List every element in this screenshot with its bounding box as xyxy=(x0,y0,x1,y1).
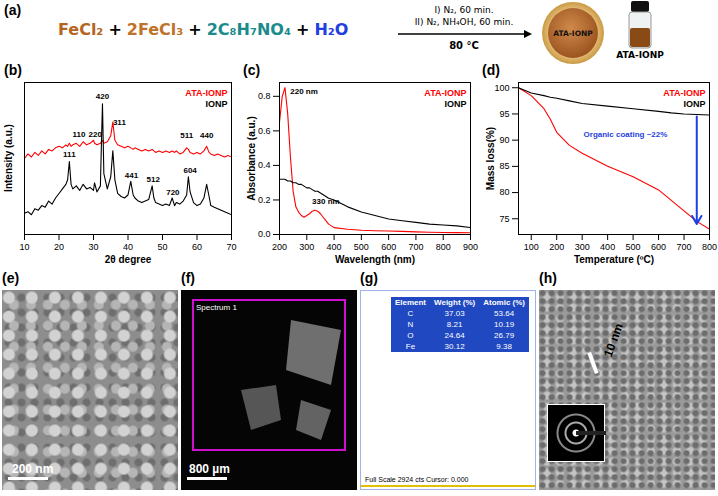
svg-text:0.4: 0.4 xyxy=(258,160,271,170)
svg-text:600: 600 xyxy=(651,242,666,252)
svg-text:220 nm: 220 nm xyxy=(290,87,318,96)
svg-text:Mass loss(%): Mass loss(%) xyxy=(485,127,496,190)
html-text:(e): (e) xyxy=(2,270,20,286)
html-text:Full Scale 2924 cts Cursor: 0.: Full Scale 2924 cts Cursor: 0.000 xyxy=(365,476,469,483)
html-text:Atomic (%): Atomic (%) xyxy=(483,298,525,307)
svg-text:90: 90 xyxy=(499,135,509,145)
svg-text:300: 300 xyxy=(299,242,314,252)
html-text:C: C xyxy=(407,309,414,318)
svg-text:100: 100 xyxy=(524,242,539,252)
html-text:37.03: 37.03 xyxy=(444,309,465,318)
html-text:800 µm: 800 µm xyxy=(189,462,230,476)
svg-text:800: 800 xyxy=(702,242,717,252)
svg-text:700: 700 xyxy=(408,242,423,252)
html-text:10 nm: 10 nm xyxy=(601,321,626,359)
html-text:Weight (%): Weight (%) xyxy=(434,298,476,307)
html-text:8.21: 8.21 xyxy=(446,320,463,329)
svg-text:100: 100 xyxy=(494,83,509,93)
html-text:Fe: Fe xyxy=(405,342,416,351)
html-text:(f): (f) xyxy=(181,270,195,286)
html-text:ATA-IONP: ATA-IONP xyxy=(616,50,664,60)
html-text:9.38: 9.38 xyxy=(496,342,512,351)
svg-text:440: 440 xyxy=(200,131,214,140)
svg-text:720: 720 xyxy=(166,188,180,197)
svg-text:95: 95 xyxy=(499,109,509,119)
html-text:O: O xyxy=(407,331,414,340)
svg-text:75: 75 xyxy=(499,214,509,224)
svg-text:Temperature (ºC): Temperature (ºC) xyxy=(574,254,654,265)
svg-text:400: 400 xyxy=(600,242,615,252)
svg-text:85: 85 xyxy=(499,161,509,171)
svg-text:20: 20 xyxy=(54,242,64,252)
html-text:(b): (b) xyxy=(4,62,22,78)
svg-text:0.8: 0.8 xyxy=(258,91,271,101)
svg-text:ATA-IONP: ATA-IONP xyxy=(185,88,227,98)
html-text:(a): (a) xyxy=(4,2,22,18)
html-text:10.19: 10.19 xyxy=(494,320,515,329)
svg-text:IONP: IONP xyxy=(683,99,705,109)
svg-text:10: 10 xyxy=(19,242,29,252)
svg-text:700: 700 xyxy=(677,242,692,252)
html-text:I) N₂, 60 min.: I) N₂, 60 min. xyxy=(434,5,494,15)
svg-text:30: 30 xyxy=(88,242,98,252)
svg-text:441: 441 xyxy=(125,171,139,180)
svg-text:800: 800 xyxy=(436,242,451,252)
html-text:(d): (d) xyxy=(482,62,500,78)
html-text:24.64: 24.64 xyxy=(444,331,465,340)
html-text:30.12: 30.12 xyxy=(444,342,465,351)
svg-text:311: 311 xyxy=(113,118,126,127)
svg-text:0.6: 0.6 xyxy=(258,126,271,136)
html-text:200 nm: 200 nm xyxy=(12,462,54,476)
svg-text:IONP: IONP xyxy=(205,99,227,109)
svg-text:200: 200 xyxy=(272,242,287,252)
html-text:(g): (g) xyxy=(360,270,378,286)
svg-text:330 nm: 330 nm xyxy=(312,197,340,206)
html-text:II) N₂, NH₄OH, 60 min.: II) N₂, NH₄OH, 60 min. xyxy=(414,17,514,27)
svg-text:Spectrum 1: Spectrum 1 xyxy=(196,303,237,312)
html-text:53.64: 53.64 xyxy=(494,309,515,318)
svg-text:Wavelength (nm): Wavelength (nm) xyxy=(335,254,415,265)
svg-text:500: 500 xyxy=(626,242,641,252)
svg-text:40: 40 xyxy=(123,242,133,252)
svg-text:900: 900 xyxy=(463,242,478,252)
svg-text:Absorbance (a.u.): Absorbance (a.u.) xyxy=(246,116,257,200)
svg-text:512: 512 xyxy=(147,175,161,184)
svg-text:0.2: 0.2 xyxy=(258,195,271,205)
html-text:80 °C: 80 °C xyxy=(449,40,479,51)
html-text:(c): (c) xyxy=(243,62,261,78)
svg-text:80: 80 xyxy=(499,187,509,197)
html-text:N: N xyxy=(407,320,414,329)
html-text:FeCl₂ + 2FeCl₃ + 2C₈H₇NO₄ + H₂: FeCl₂ + 2FeCl₃ + 2C₈H₇NO₄ + H₂O xyxy=(58,20,349,39)
svg-text:600: 600 xyxy=(381,242,396,252)
svg-text:200: 200 xyxy=(549,242,564,252)
svg-text:60: 60 xyxy=(192,242,202,252)
svg-text:220: 220 xyxy=(89,130,103,139)
svg-text:110: 110 xyxy=(73,130,86,139)
svg-text:300: 300 xyxy=(575,242,590,252)
svg-text:111: 111 xyxy=(63,150,76,159)
html-text:(h): (h) xyxy=(539,270,557,286)
svg-text:500: 500 xyxy=(354,242,369,252)
svg-text:0.0: 0.0 xyxy=(258,229,271,239)
svg-text:ATA-IONP: ATA-IONP xyxy=(553,29,593,38)
svg-text:ATA-IONP: ATA-IONP xyxy=(663,88,705,98)
svg-text:50: 50 xyxy=(157,242,167,252)
svg-text:70: 70 xyxy=(226,242,236,252)
svg-text:Organic coating ~22%: Organic coating ~22% xyxy=(584,130,668,139)
svg-text:Intensity (a.u.): Intensity (a.u.) xyxy=(3,124,14,192)
html-text:26.79: 26.79 xyxy=(494,331,515,340)
svg-text:400: 400 xyxy=(327,242,342,252)
svg-text:ATA-IONP: ATA-IONP xyxy=(424,88,466,98)
svg-text:IONP: IONP xyxy=(444,99,466,109)
svg-text:511: 511 xyxy=(180,131,193,140)
svg-text:2θ degree: 2θ degree xyxy=(105,254,152,265)
html-text:Element: Element xyxy=(394,298,426,307)
svg-text:420: 420 xyxy=(96,92,110,101)
svg-text:604: 604 xyxy=(183,166,197,175)
